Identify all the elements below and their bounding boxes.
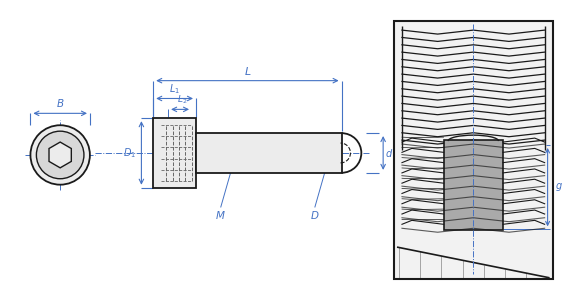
Text: $g$: $g$ — [554, 181, 563, 193]
Bar — [394, 21, 553, 279]
Circle shape — [36, 131, 84, 179]
Text: $B$: $B$ — [56, 98, 64, 110]
Polygon shape — [49, 142, 71, 168]
Circle shape — [30, 125, 90, 185]
Text: $L_2$: $L_2$ — [177, 94, 187, 106]
Text: $M$: $M$ — [215, 209, 226, 221]
Text: $D_1$: $D_1$ — [124, 146, 136, 160]
Bar — [444, 140, 503, 230]
Bar — [153, 118, 196, 188]
Text: $D$: $D$ — [310, 209, 319, 221]
Text: $L$: $L$ — [244, 65, 251, 77]
Text: $d$: $d$ — [385, 147, 393, 159]
Bar — [196, 133, 342, 173]
Text: $L_1$: $L_1$ — [169, 82, 180, 95]
